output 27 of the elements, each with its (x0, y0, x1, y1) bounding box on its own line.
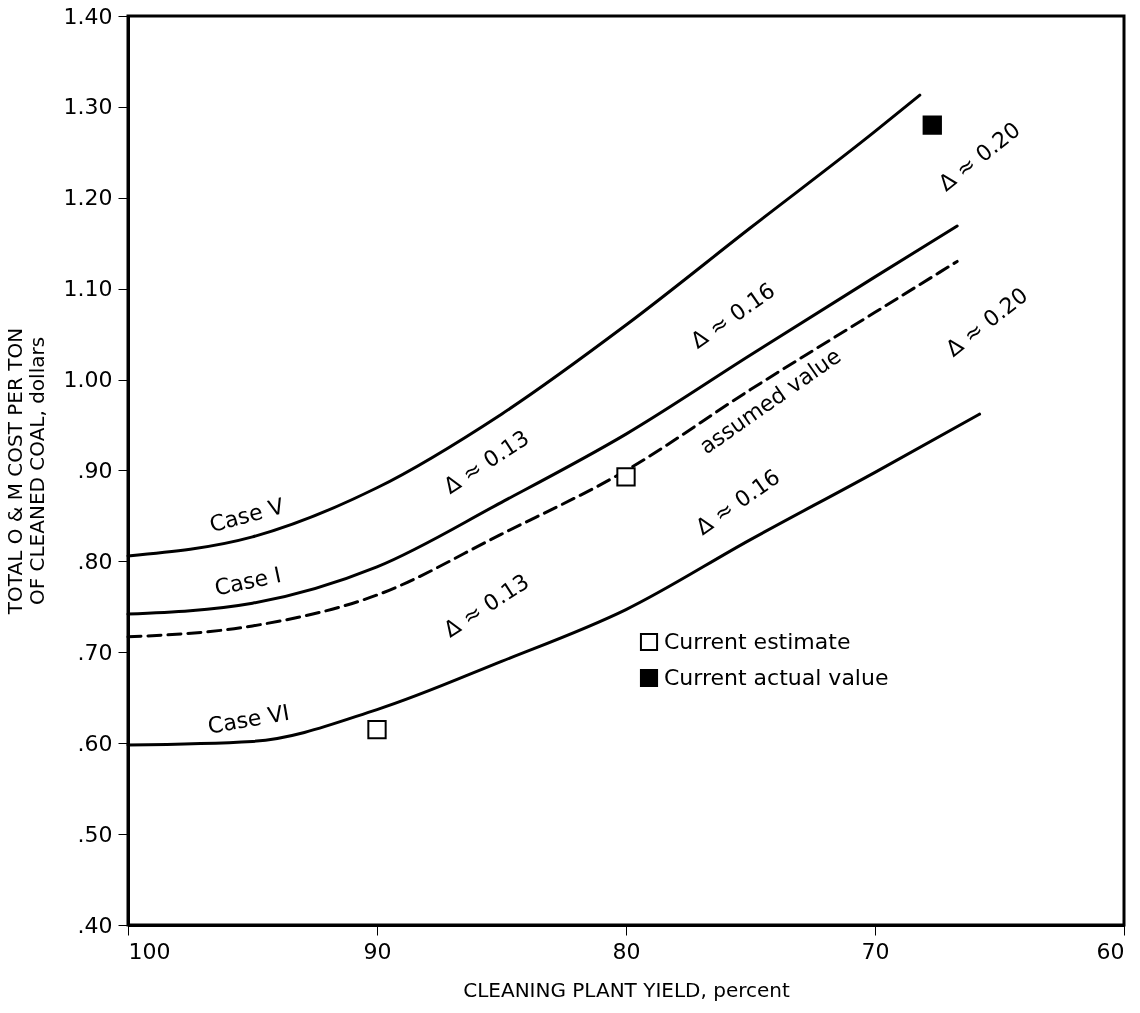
annotation: Δ ≈ 0.13 (439, 425, 534, 499)
x-axis-title: CLEANING PLANT YIELD, percent (463, 977, 790, 1002)
y-tick-label: .40 (77, 912, 113, 938)
text: Case I (212, 561, 284, 601)
x-tick-label: 80 (612, 938, 641, 964)
legend-label: Current actual value (664, 665, 889, 690)
x-tick-label: 60 (1096, 938, 1125, 964)
x-tick-label: 100 (128, 938, 171, 964)
x-tick-label: 90 (363, 938, 392, 964)
y-tick-label: .50 (77, 821, 113, 847)
y-tick-label: 1.40 (63, 3, 113, 29)
y-tick-label: 1.10 (63, 276, 113, 302)
y-tick-label: .60 (77, 730, 113, 756)
text: Case V (206, 493, 287, 538)
annotation: Δ ≈ 0.20 (933, 116, 1025, 197)
annotation: Δ ≈ 0.16 (691, 464, 785, 540)
y-tick-label: .70 (77, 639, 113, 665)
y-tick-label: 1.30 (63, 94, 113, 120)
legend-label: Current estimate (664, 629, 851, 654)
text: Case VI (205, 699, 292, 739)
y-tick-label: 1.00 (63, 367, 113, 393)
y-tick-label: 1.20 (63, 185, 113, 211)
x-tick-label: 70 (861, 938, 890, 964)
y-tick-label: .90 (77, 458, 113, 483)
annotation: Δ ≈ 0.13 (439, 568, 534, 643)
y-tick-label: .80 (77, 548, 113, 574)
y-axis-title: TOTAL O & M COST PER TON OF CLEANED COAL, dollars (2, 327, 49, 616)
